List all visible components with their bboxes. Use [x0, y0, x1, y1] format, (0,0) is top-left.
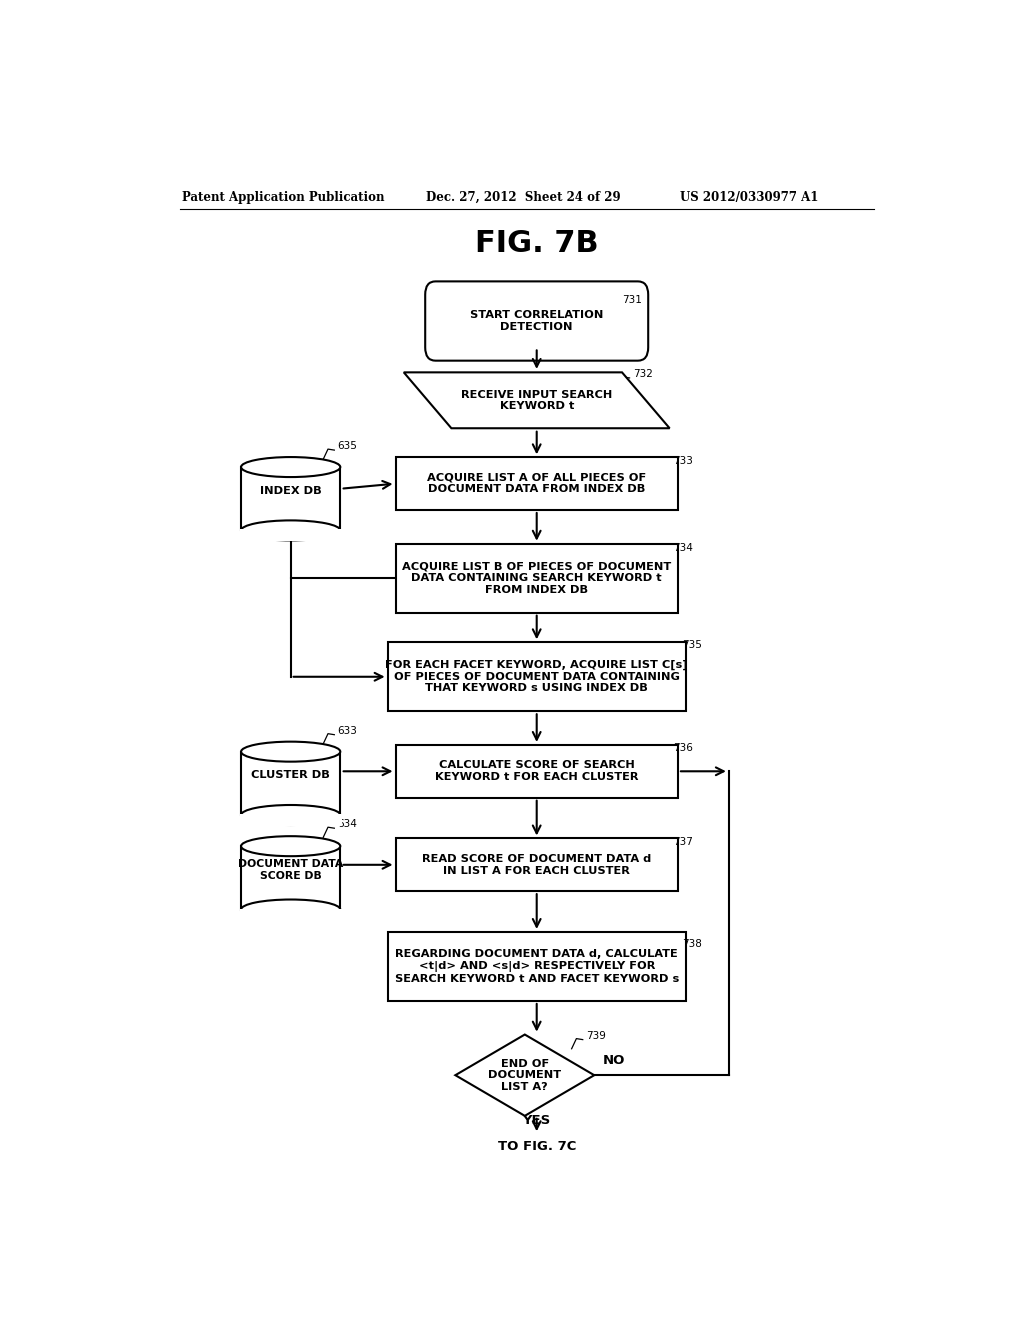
- Text: RECEIVE INPUT SEARCH
KEYWORD t: RECEIVE INPUT SEARCH KEYWORD t: [461, 389, 612, 411]
- Ellipse shape: [241, 742, 340, 762]
- Text: 634: 634: [338, 820, 357, 829]
- Text: 731: 731: [623, 294, 642, 305]
- Ellipse shape: [241, 805, 340, 825]
- Ellipse shape: [241, 836, 340, 857]
- Ellipse shape: [241, 520, 340, 540]
- Text: 739: 739: [586, 1031, 606, 1040]
- Bar: [240, 814, 342, 826]
- Text: Dec. 27, 2012  Sheet 24 of 29: Dec. 27, 2012 Sheet 24 of 29: [426, 190, 621, 203]
- Text: 738: 738: [682, 939, 701, 949]
- Bar: [396, 457, 678, 510]
- Text: 737: 737: [673, 837, 693, 846]
- Bar: [388, 932, 685, 1001]
- Text: READ SCORE OF DOCUMENT DATA d
IN LIST A FOR EACH CLUSTER: READ SCORE OF DOCUMENT DATA d IN LIST A …: [422, 854, 651, 875]
- FancyBboxPatch shape: [425, 281, 648, 360]
- Bar: [241, 751, 340, 814]
- Text: CALCULATE SCORE OF SEARCH
KEYWORD t FOR EACH CLUSTER: CALCULATE SCORE OF SEARCH KEYWORD t FOR …: [435, 760, 638, 781]
- Text: ACQUIRE LIST A OF ALL PIECES OF
DOCUMENT DATA FROM INDEX DB: ACQUIRE LIST A OF ALL PIECES OF DOCUMENT…: [427, 473, 646, 495]
- Text: NO: NO: [602, 1055, 625, 1067]
- Bar: [396, 744, 678, 797]
- Bar: [241, 846, 340, 909]
- Text: 736: 736: [673, 743, 693, 752]
- Text: US 2012/0330977 A1: US 2012/0330977 A1: [680, 190, 818, 203]
- Text: 635: 635: [338, 441, 357, 451]
- Bar: [240, 908, 342, 920]
- Bar: [240, 529, 342, 541]
- Text: 732: 732: [633, 370, 652, 379]
- Text: DOCUMENT DATA
SCORE DB: DOCUMENT DATA SCORE DB: [238, 859, 343, 880]
- Bar: [241, 467, 340, 531]
- Text: END OF
DOCUMENT
LIST A?: END OF DOCUMENT LIST A?: [488, 1059, 561, 1092]
- Text: CLUSTER DB: CLUSTER DB: [251, 771, 330, 780]
- Bar: [388, 643, 685, 711]
- Ellipse shape: [241, 899, 340, 920]
- Text: YES: YES: [522, 1114, 551, 1127]
- Ellipse shape: [241, 457, 340, 477]
- Text: INDEX DB: INDEX DB: [260, 486, 322, 496]
- Polygon shape: [456, 1035, 594, 1115]
- Bar: [396, 544, 678, 612]
- Text: START CORRELATION
DETECTION: START CORRELATION DETECTION: [470, 310, 603, 331]
- Text: FOR EACH FACET KEYWORD, ACQUIRE LIST C[s]
OF PIECES OF DOCUMENT DATA CONTAINING
: FOR EACH FACET KEYWORD, ACQUIRE LIST C[s…: [385, 660, 688, 693]
- Text: Patent Application Publication: Patent Application Publication: [182, 190, 384, 203]
- Text: FIG. 7B: FIG. 7B: [475, 230, 598, 259]
- Text: 733: 733: [673, 457, 693, 466]
- Bar: [396, 838, 678, 891]
- Text: 735: 735: [682, 640, 701, 651]
- Text: REGARDING DOCUMENT DATA d, CALCULATE
<t|d> AND <s|d> RESPECTIVELY FOR
SEARCH KEY: REGARDING DOCUMENT DATA d, CALCULATE <t|…: [394, 949, 679, 983]
- Polygon shape: [403, 372, 670, 428]
- Text: TO FIG. 7C: TO FIG. 7C: [498, 1140, 575, 1154]
- Text: 734: 734: [673, 543, 693, 553]
- Text: 633: 633: [338, 726, 357, 735]
- Text: ACQUIRE LIST B OF PIECES OF DOCUMENT
DATA CONTAINING SEARCH KEYWORD t
FROM INDEX: ACQUIRE LIST B OF PIECES OF DOCUMENT DAT…: [402, 561, 672, 595]
